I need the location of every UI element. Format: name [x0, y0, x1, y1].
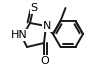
Text: HN: HN — [11, 30, 27, 40]
Text: O: O — [41, 56, 49, 66]
Text: N: N — [43, 21, 51, 31]
Text: S: S — [30, 3, 38, 13]
